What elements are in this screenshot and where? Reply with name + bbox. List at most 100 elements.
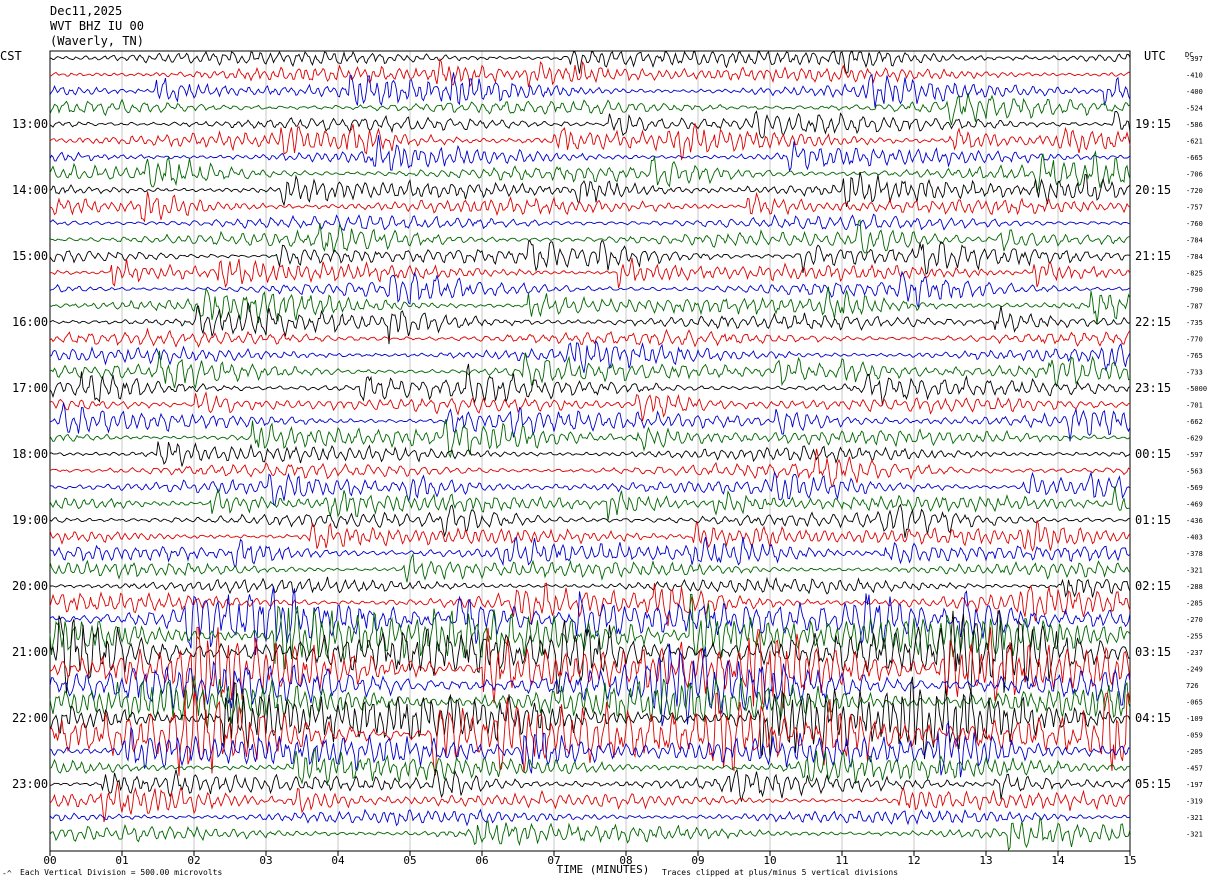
trace-line-6 xyxy=(49,135,1131,172)
trace-line-32 xyxy=(50,576,1131,598)
dc-offset-label: -662 xyxy=(1186,418,1203,426)
x-tick-label: 11 xyxy=(835,854,848,867)
dc-offset-label: -569 xyxy=(1186,484,1203,492)
dc-offset-label: -765 xyxy=(1186,352,1203,360)
cst-hour-label: 19:00 xyxy=(12,513,48,527)
x-tick-label: 01 xyxy=(115,854,128,867)
trace-line-2 xyxy=(49,72,1131,108)
trace-line-26 xyxy=(49,471,1131,507)
trace-line-4 xyxy=(49,110,1131,139)
dc-offset-label: -563 xyxy=(1186,468,1203,476)
utc-hour-label: 19:15 xyxy=(1135,117,1171,131)
trace-line-16 xyxy=(49,302,1131,345)
trace-line-47 xyxy=(49,816,1131,852)
utc-hour-label: 04:15 xyxy=(1135,711,1171,725)
utc-hour-label: 20:15 xyxy=(1135,183,1171,197)
dc-offset-label: -410 xyxy=(1186,72,1203,80)
dc-offset-label: -321 xyxy=(1186,831,1203,839)
utc-hour-label: 03:15 xyxy=(1135,645,1171,659)
trace-line-5 xyxy=(49,123,1131,161)
cst-hour-label: 18:00 xyxy=(12,447,48,461)
dc-offset-label: -321 xyxy=(1186,814,1203,822)
trace-line-11 xyxy=(49,219,1131,254)
cst-hour-label: 22:00 xyxy=(12,711,48,725)
dc-offset-label: -787 xyxy=(1186,303,1203,311)
trace-line-45 xyxy=(49,782,1131,823)
x-tick-label: 13 xyxy=(979,854,992,867)
clip-note: Traces clipped at plus/minus 5 vertical … xyxy=(662,868,899,877)
trace-line-42 xyxy=(49,720,1131,778)
trace-line-20 xyxy=(49,363,1131,406)
dc-offset-label: -825 xyxy=(1186,270,1203,278)
x-tick-label: 14 xyxy=(1051,854,1065,867)
station-label: WVT BHZ IU 00 xyxy=(50,19,144,33)
utc-hour-label: 05:15 xyxy=(1135,777,1171,791)
dc-offset-label: -524 xyxy=(1186,105,1203,113)
dc-offset-label: -770 xyxy=(1186,336,1203,344)
x-tick-label: 02 xyxy=(187,854,200,867)
x-tick-label: 09 xyxy=(691,854,704,867)
dc-offset-label: -586 xyxy=(1186,121,1203,129)
x-tick-label: 07 xyxy=(547,854,560,867)
dc-offset-label: -597 xyxy=(1186,451,1203,459)
trace-line-35 xyxy=(49,593,1131,670)
trace-line-12 xyxy=(49,239,1131,275)
trace-line-15 xyxy=(49,286,1131,325)
trace-line-41 xyxy=(49,692,1131,776)
dc-offset-label: 726 xyxy=(1186,682,1199,690)
date-label: Dec11,2025 xyxy=(50,4,123,18)
plot-frame xyxy=(49,50,1131,852)
trace-line-28 xyxy=(49,503,1131,538)
trace-line-21 xyxy=(49,391,1131,422)
dc-offset-label: -378 xyxy=(1186,550,1203,558)
x-tick-label: 00 xyxy=(43,854,56,867)
trace-line-14 xyxy=(49,270,1131,308)
trace-line-22 xyxy=(49,402,1131,442)
dc-offset-label: -735 xyxy=(1186,319,1203,327)
utc-hour-label: 22:15 xyxy=(1135,315,1171,329)
trace-line-3 xyxy=(49,93,1131,126)
trace-line-38 xyxy=(49,643,1131,727)
dc-offset-label: -457 xyxy=(1186,765,1203,773)
utc-hour-label: 02:15 xyxy=(1135,579,1171,593)
dc-offset-label: -059 xyxy=(1186,732,1203,740)
trace-line-10 xyxy=(49,213,1131,232)
dc-offset-label: -270 xyxy=(1186,616,1203,624)
dc-label: DC xyxy=(1185,51,1193,59)
utc-hour-label: 01:15 xyxy=(1135,513,1171,527)
dc-offset-label: -285 xyxy=(1186,600,1203,608)
dc-offset-label: -237 xyxy=(1186,649,1203,657)
trace-line-13 xyxy=(49,257,1131,289)
dc-offset-label: -784 xyxy=(1186,237,1203,245)
trace-line-24 xyxy=(49,441,1131,467)
x-axis-title: TIME (MINUTES) xyxy=(557,863,650,876)
trace-line-30 xyxy=(49,536,1131,567)
trace-line-1 xyxy=(49,57,1131,88)
trace-line-9 xyxy=(49,191,1131,223)
trace-line-39 xyxy=(49,675,1131,729)
trace-line-43 xyxy=(49,747,1131,785)
dc-offset-label: -469 xyxy=(1186,501,1203,509)
cst-hour-label: 16:00 xyxy=(12,315,48,329)
dc-offset-label: -065 xyxy=(1186,699,1203,707)
trace-line-29 xyxy=(49,520,1131,552)
x-tick-label: 08 xyxy=(619,854,632,867)
trace-line-37 xyxy=(49,626,1131,710)
dc-offset-label: -757 xyxy=(1186,204,1203,212)
cst-hour-label: 21:00 xyxy=(12,645,48,659)
x-tick-label: 03 xyxy=(259,854,272,867)
cst-hour-label: 17:00 xyxy=(12,381,48,395)
dc-offset-label: -621 xyxy=(1186,138,1203,146)
dc-offset-label: -5000 xyxy=(1186,385,1207,393)
x-tick-label: 15 xyxy=(1123,854,1136,867)
dc-offset-label: -205 xyxy=(1186,748,1203,756)
trace-line-23 xyxy=(49,419,1131,459)
dc-offset-label: -784 xyxy=(1186,253,1203,261)
dc-offset-label: -706 xyxy=(1186,171,1203,179)
dc-offset-label: -197 xyxy=(1186,781,1203,789)
dc-offset-label: -288 xyxy=(1186,583,1203,591)
dc-offset-label: -397 xyxy=(1186,55,1203,63)
x-tick-label: 05 xyxy=(403,854,416,867)
dc-offset-label: -403 xyxy=(1186,534,1203,542)
